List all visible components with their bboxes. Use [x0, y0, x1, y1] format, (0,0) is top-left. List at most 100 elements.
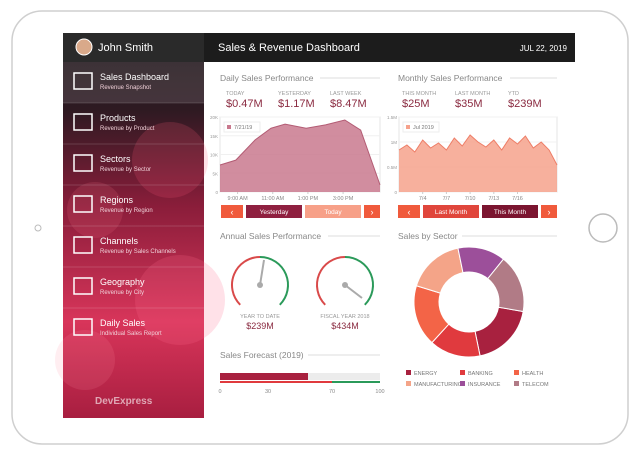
bokeh: [55, 330, 115, 390]
nav-label[interactable]: Daily Sales: [100, 318, 146, 328]
tab-label[interactable]: Yesterday: [260, 209, 289, 216]
nav-sub[interactable]: Individual Sales Report: [100, 331, 162, 337]
gauge: [231, 256, 374, 306]
y-tick-label: 1M: [391, 140, 398, 145]
y-tick-label: 15K: [210, 134, 218, 139]
tab-button[interactable]: [246, 205, 302, 218]
prev-button[interactable]: [221, 205, 243, 218]
nav-icon[interactable]: [73, 154, 93, 172]
legend-label: BANKING: [468, 371, 493, 377]
x-tick-label: 3:00 PM: [333, 196, 354, 202]
nav-label[interactable]: Regions: [100, 195, 134, 205]
section-title: Sales Forecast (2019): [220, 350, 304, 360]
tab-button[interactable]: [423, 205, 479, 218]
nav-label[interactable]: Sales Dashboard: [100, 72, 169, 82]
prev-button[interactable]: [398, 205, 420, 218]
gauge-arc: [259, 256, 289, 306]
nav-sub[interactable]: Revenue Snapshot: [100, 85, 151, 91]
legend-swatch: [406, 370, 411, 375]
user-name: John Smith: [98, 42, 153, 54]
kpi-label: TODAY: [226, 91, 245, 97]
home-button[interactable]: [588, 213, 618, 243]
kpi-label: YESTERDAY: [278, 91, 311, 97]
area-line: [219, 119, 381, 186]
x-tick-label: 11:00 AM: [261, 196, 284, 202]
x-tick-label: 7/10: [465, 196, 476, 202]
nav-label[interactable]: Products: [100, 113, 136, 123]
y-tick-label: 20K: [210, 115, 218, 120]
x-tick-label: 7/7: [443, 196, 451, 202]
avatar[interactable]: [75, 38, 93, 56]
tab-label[interactable]: This Month: [494, 209, 527, 216]
y-tick-label: 10K: [210, 153, 218, 158]
nav-label[interactable]: Channels: [100, 236, 139, 246]
nav-icon[interactable]: [73, 318, 93, 336]
x-tick-label: 7/13: [488, 196, 499, 202]
section-title: Daily Sales Performance: [220, 73, 314, 83]
kpi-value: $25M: [402, 98, 430, 110]
gauge-needle: [344, 284, 363, 299]
prev-arrow[interactable]: ‹: [231, 207, 234, 217]
legend-label: HEALTH: [522, 371, 543, 377]
nav-icon[interactable]: [73, 195, 93, 213]
logo: DevExpress: [95, 396, 153, 407]
next-button[interactable]: [541, 205, 557, 218]
kpi-label: LAST MONTH: [455, 91, 490, 97]
legend-label: 7/21/19: [234, 125, 252, 131]
legend-box: [223, 121, 261, 133]
nav-sub[interactable]: Revenue by Region: [100, 208, 153, 214]
tab-button[interactable]: [305, 205, 361, 218]
sidebar: [63, 33, 204, 418]
nav-label[interactable]: Geography: [100, 277, 145, 287]
nav-active: [63, 62, 204, 103]
kpi-value: $0.47M: [226, 98, 263, 110]
tab-label[interactable]: Today: [324, 209, 342, 216]
legend-label: TELECOM: [522, 382, 549, 388]
section-title: Sales by Sector: [398, 231, 458, 241]
kpi-value: $1.17M: [278, 98, 315, 110]
camera: [34, 224, 42, 232]
tab-label[interactable]: Last Month: [435, 209, 468, 216]
kpi-label: LAST WEEK: [330, 91, 362, 97]
dashboard-title: Sales & Revenue Dashboard: [218, 42, 360, 54]
nav-icon[interactable]: [73, 72, 93, 90]
x-tick-label: 0: [218, 389, 221, 395]
nav-icon[interactable]: [73, 236, 93, 254]
legend-swatch: [227, 125, 231, 129]
gauge-arc: [316, 256, 346, 306]
x-tick-label: 1:00 PM: [298, 196, 319, 202]
area: [220, 120, 380, 192]
x-tick-label: 30: [265, 389, 271, 395]
next-arrow[interactable]: ›: [371, 207, 374, 217]
tab-button[interactable]: [482, 205, 538, 218]
gauge-needle: [259, 259, 265, 286]
nav-sub[interactable]: Revenue by Sector: [100, 167, 151, 173]
nav-sub[interactable]: Revenue by Sales Channels: [100, 249, 176, 255]
kpi-label: YTD: [508, 91, 519, 97]
nav-sub[interactable]: Revenue by City: [100, 290, 144, 296]
kpi-value: $239M: [508, 98, 542, 110]
nav-label[interactable]: Sectors: [100, 154, 131, 164]
gauge-value: $434M: [331, 321, 359, 331]
x-tick-label: 7/16: [512, 196, 523, 202]
area: [399, 135, 557, 192]
legend-label: INSURANCE: [468, 382, 501, 388]
next-arrow[interactable]: ›: [548, 207, 551, 217]
nav-sub[interactable]: Revenue by Product: [100, 126, 155, 132]
y-tick-label: 0: [394, 190, 397, 195]
nav-icon[interactable]: [73, 113, 93, 131]
prev-arrow[interactable]: ‹: [408, 207, 411, 217]
y-tick-label: 5K: [212, 171, 218, 176]
section-title: Annual Sales Performance: [220, 231, 321, 241]
gauge-hub: [257, 282, 263, 288]
y-tick-label: 1.5M: [387, 115, 397, 120]
legend-swatch: [406, 381, 411, 386]
legend-swatch: [514, 370, 519, 375]
next-button[interactable]: [364, 205, 380, 218]
gauge-arc: [344, 256, 374, 306]
legend-swatch: [460, 381, 465, 386]
nav-icon[interactable]: [73, 277, 93, 295]
legend-label: MANUFACTURING: [414, 382, 462, 388]
donut-slice: [487, 258, 525, 313]
